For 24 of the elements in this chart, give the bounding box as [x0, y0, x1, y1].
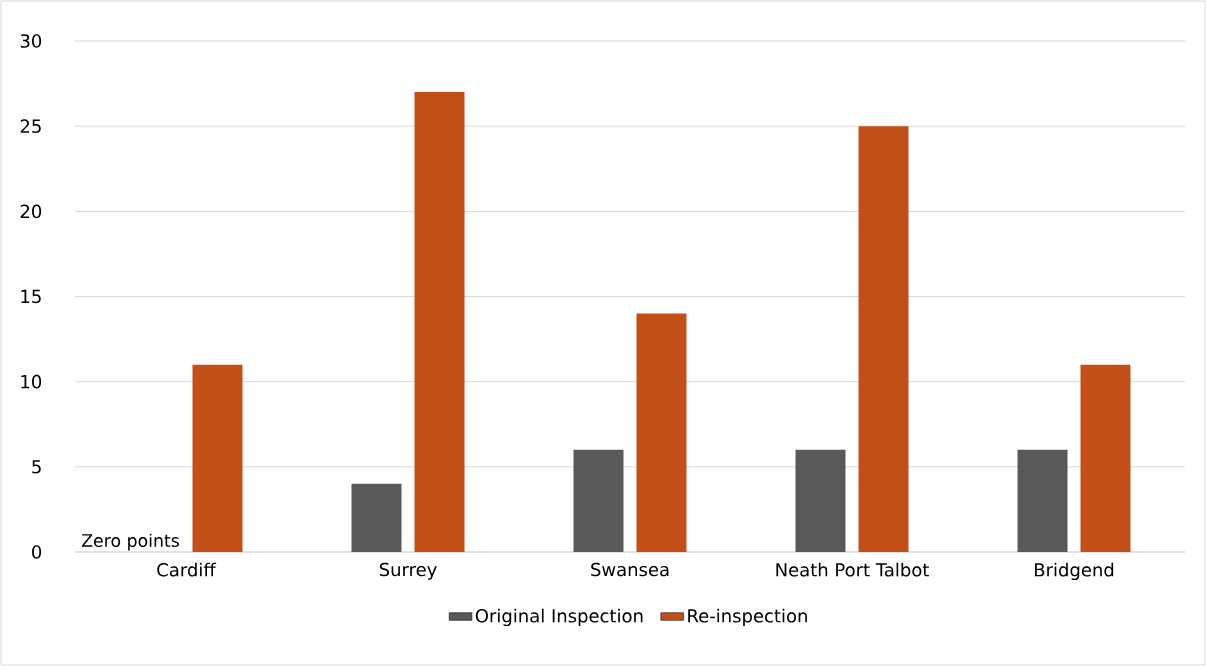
bar — [1017, 449, 1068, 552]
y-tick-label: 0 — [32, 545, 42, 559]
legend-label: Original Inspection — [475, 608, 643, 627]
x-tick-label: Surrey — [379, 562, 437, 580]
y-tick-label: 30 — [20, 34, 42, 48]
x-tick-label: Bridgend — [1035, 562, 1114, 581]
y-tick-label: 25 — [20, 119, 41, 133]
bar — [573, 449, 624, 552]
bar — [414, 92, 465, 552]
legend-label: Re-inspection — [688, 608, 807, 627]
y-tick-label: 20 — [20, 204, 42, 219]
annotation: Zero points — [81, 533, 179, 551]
x-tick-label: Neath Port Talbot — [776, 562, 929, 577]
bar — [1080, 364, 1131, 552]
bar — [192, 364, 243, 552]
y-tick-label: 5 — [32, 460, 41, 474]
bar — [351, 483, 402, 552]
bar — [636, 313, 687, 552]
y-tick-label: 15 — [21, 289, 41, 304]
x-tick-label: Swansea — [591, 562, 669, 577]
bar — [795, 449, 846, 552]
y-tick-label: 10 — [21, 374, 42, 389]
bar — [858, 126, 909, 552]
x-tick-label: Cardiff — [157, 562, 217, 577]
